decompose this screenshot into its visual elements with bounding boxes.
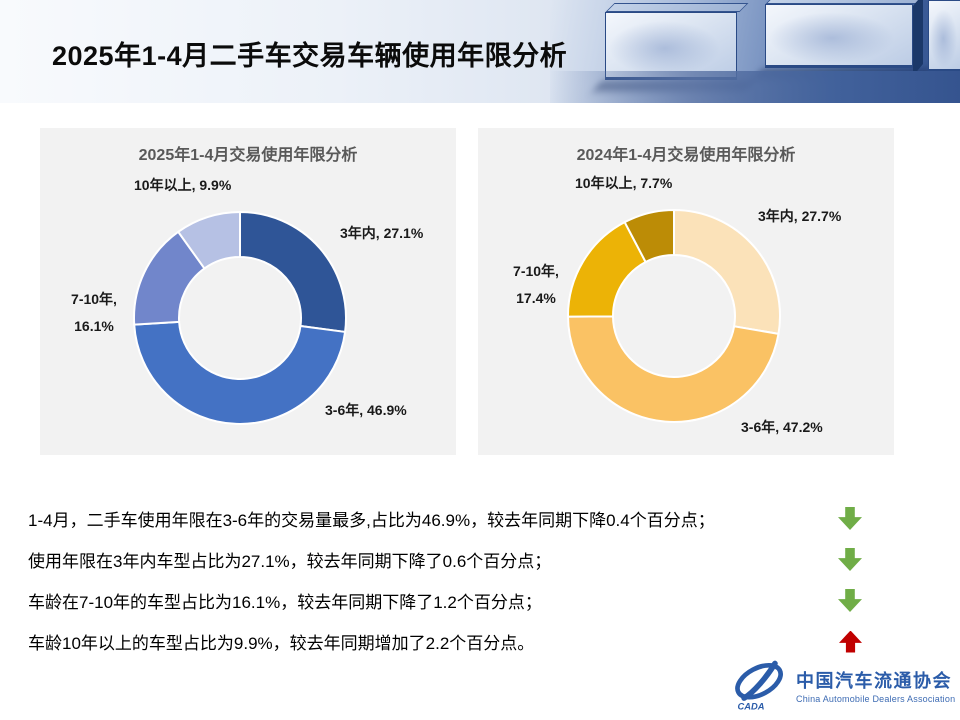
org-name-english: China Automobile Dealers Association <box>796 693 956 704</box>
label-2024-3in: 3年内, 27.7% <box>758 208 842 224</box>
cada-badge-text: CADA <box>738 701 765 711</box>
summary-block: 1-4月，二手车使用年限在3-6年的交易量最多,占比为46.9%，较去年同期下降… <box>28 498 930 662</box>
trend-down-arrow-icon <box>838 548 862 571</box>
donut-segment-3年内 <box>673 209 781 335</box>
chart-panel-2025: 2025年1-4月交易使用年限分析 10年以上, 9.9% 3年内, 27.1%… <box>40 128 456 455</box>
slide-title: 2025年1-4月二手车交易车辆使用年限分析 <box>52 41 568 71</box>
donut-segment-3-6年 <box>567 315 780 423</box>
label-2024-10plus: 10年以上, 7.7% <box>575 175 673 191</box>
cube-graphic <box>593 3 755 91</box>
label-2024-3-6: 3-6年, 47.2% <box>741 419 823 435</box>
label-line: 17.4% <box>516 290 556 306</box>
org-logo: CADA 中国汽车流通协会 China Automobile Dealers A… <box>731 658 955 712</box>
chart-panel-2024: 2024年1-4月交易使用年限分析 10年以上, 7.7% 3年内, 27.7%… <box>478 128 894 455</box>
summary-row: 车龄在7-10年的车型占比为16.1%，较去年同期下降了1.2个百分点； <box>28 580 930 621</box>
chart-title-2024: 2024年1-4月交易使用年限分析 <box>576 147 796 164</box>
trend-down-arrow-icon <box>838 507 862 530</box>
donut-segment-3年内 <box>239 211 347 333</box>
summary-text: 使用年限在3年内车型占比为27.1%，较去年同期下降了0.6个百分点； <box>28 552 552 571</box>
org-logo-text: 中国汽车流通协会 China Automobile Dealers Associ… <box>796 667 955 704</box>
summary-text: 车龄10年以上的车型占比为9.9%，较去年同期增加了2.2个百分点。 <box>28 634 535 653</box>
summary-row: 车龄10年以上的车型占比为9.9%，较去年同期增加了2.2个百分点。 <box>28 621 930 662</box>
trend-down-arrow-icon <box>838 589 862 612</box>
trend-up-arrow-icon <box>839 630 862 653</box>
label-line: 16.1% <box>74 318 114 334</box>
donut-chart-2025 <box>133 211 347 426</box>
summary-row: 使用年限在3年内车型占比为27.1%，较去年同期下降了0.6个百分点； <box>28 539 930 580</box>
label-2025-10plus: 10年以上, 9.9% <box>134 177 232 193</box>
donut-segment-3-6年 <box>133 320 347 426</box>
summary-text: 1-4月，二手车使用年限在3-6年的交易量最多,占比为46.9%，较去年同期下降… <box>28 511 715 530</box>
header-floor <box>550 71 960 103</box>
slide-header: 2025年1-4月二手车交易车辆使用年限分析 <box>0 0 960 103</box>
header-decoration-cubes <box>550 0 960 103</box>
label-2024-7-10: 7-10年, 17.4% <box>494 258 578 312</box>
label-line: 7-10年, <box>71 291 117 307</box>
label-2025-3in: 3年内, 27.1% <box>340 225 424 241</box>
org-name-chinese: 中国汽车流通协会 <box>796 670 952 691</box>
cada-logo-icon: CADA <box>735 660 783 711</box>
label-2025-3-6: 3-6年, 46.9% <box>325 402 407 418</box>
donut-segment-10年以上 <box>623 209 675 264</box>
summary-text: 车龄在7-10年的车型占比为16.1%，较去年同期下降了1.2个百分点； <box>28 593 542 612</box>
label-line: 7-10年, <box>513 263 559 279</box>
summary-row: 1-4月，二手车使用年限在3-6年的交易量最多,占比为46.9%，较去年同期下降… <box>28 498 930 539</box>
cube-graphic <box>916 0 960 83</box>
chart-title-2025: 2025年1-4月交易使用年限分析 <box>138 147 358 164</box>
donut-segment-10年以上 <box>177 211 241 270</box>
label-2025-7-10: 7-10年, 16.1% <box>52 286 136 340</box>
donut-chart-2024 <box>567 209 781 423</box>
cube-graphic <box>753 0 931 79</box>
